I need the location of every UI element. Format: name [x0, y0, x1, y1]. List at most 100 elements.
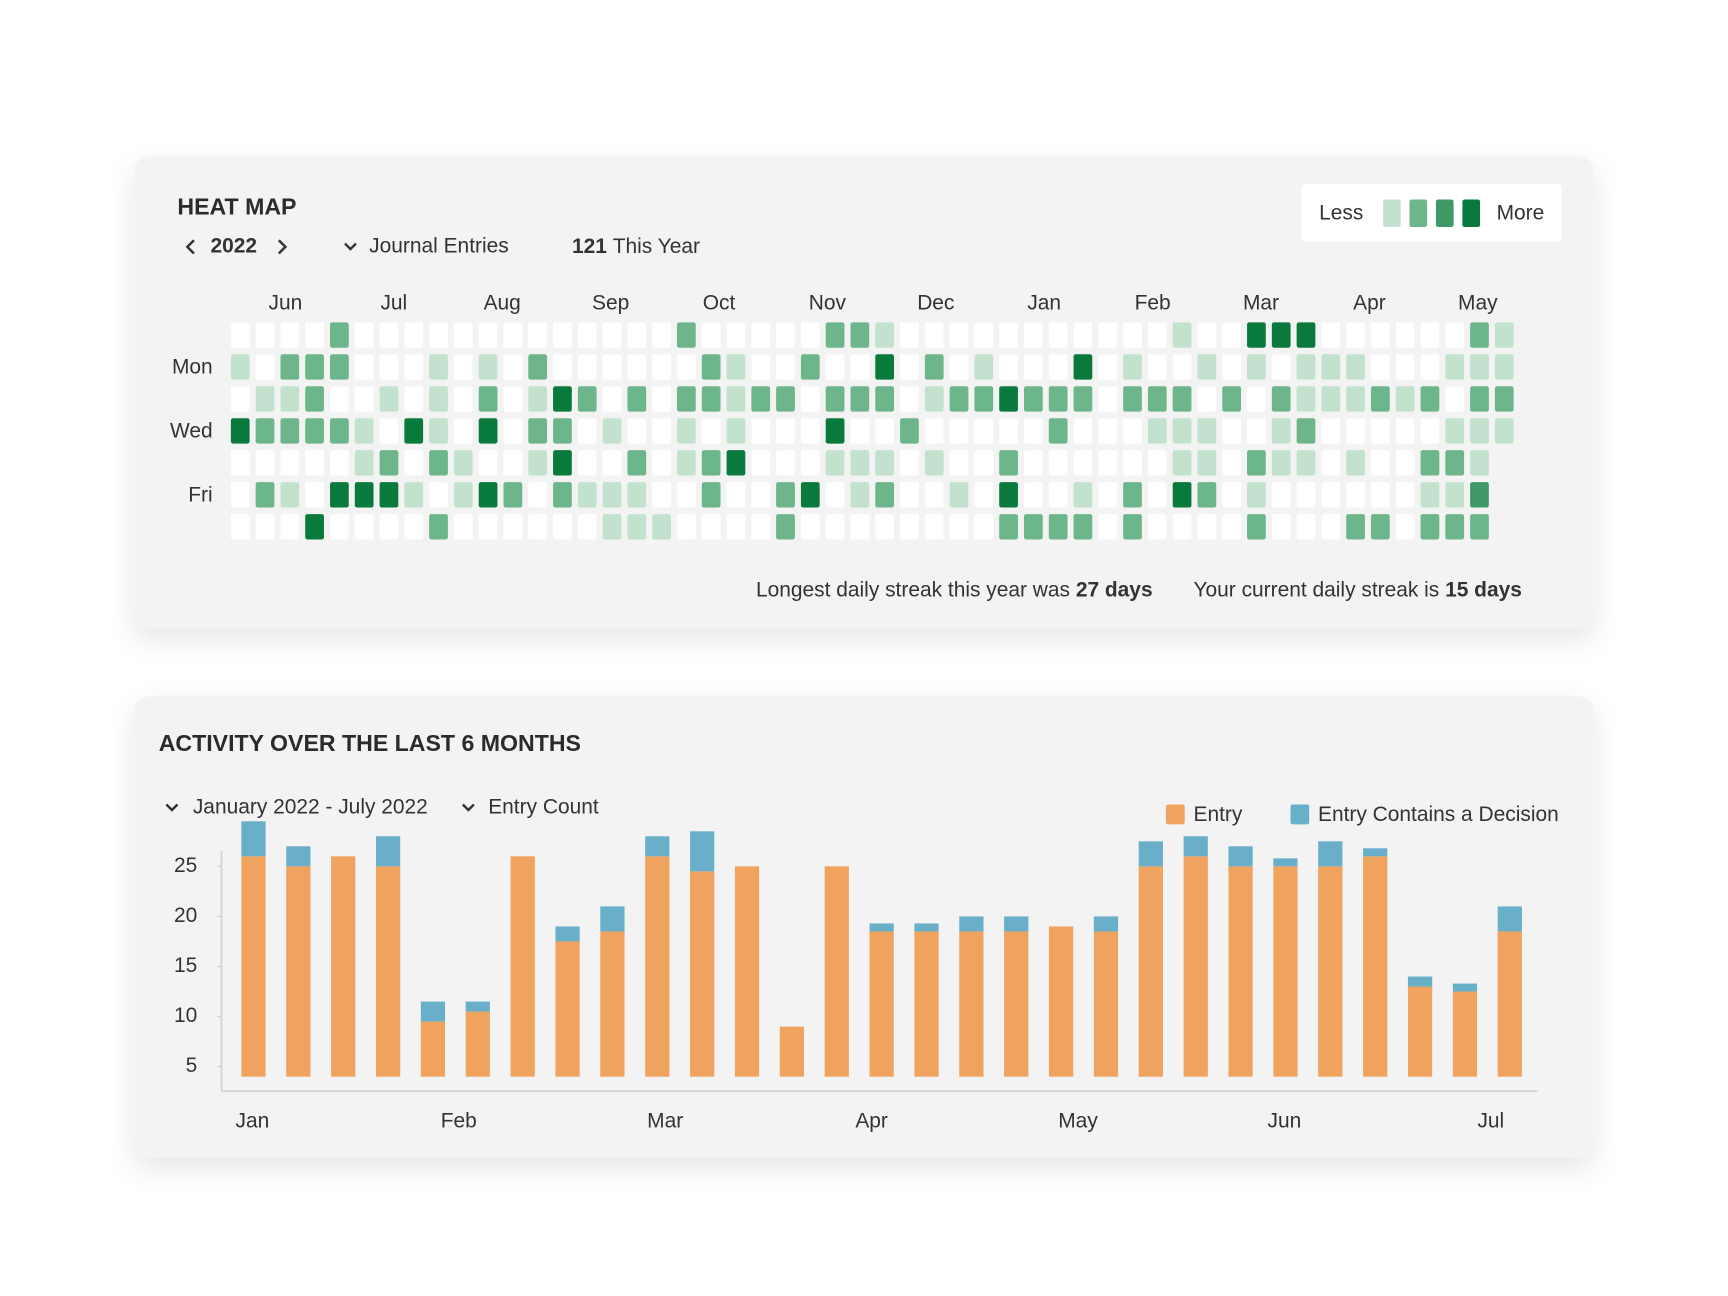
day-cell: [627, 450, 647, 476]
day-cell: [1494, 418, 1514, 444]
day-cell: [429, 514, 448, 540]
day-cell: [1346, 386, 1365, 412]
day-cell: [354, 386, 374, 412]
day-cell: [1470, 450, 1489, 476]
month-label: Jul: [380, 292, 407, 315]
month-label: Aug: [484, 292, 521, 315]
day-cell: [1346, 418, 1365, 444]
day-cell: [1123, 386, 1142, 412]
day-cell: [602, 450, 622, 476]
day-cell: [776, 514, 795, 540]
day-cell: [677, 418, 696, 444]
range-dropdown[interactable]: [165, 803, 179, 812]
bar-segment: [690, 871, 715, 1077]
year: 2022: [210, 234, 257, 257]
bar-segment: [1138, 866, 1163, 1077]
day-cell: [1420, 482, 1440, 508]
day-cell: [1098, 482, 1118, 508]
day-cell: [1123, 322, 1142, 348]
day-cell: [1346, 322, 1365, 348]
day-cell: [305, 482, 324, 508]
day-cell: [280, 482, 300, 508]
day-cell: [1370, 418, 1390, 444]
day-cell: [429, 418, 448, 444]
day-cell: [1420, 386, 1440, 412]
legend-swatch: [1383, 199, 1401, 228]
month-label: Mar: [1243, 292, 1279, 315]
day-cell: [429, 450, 448, 476]
day-cell: [503, 482, 523, 508]
metric-dropdown[interactable]: [461, 803, 475, 812]
day-cell: [776, 386, 795, 412]
day-cell: [602, 354, 622, 380]
day-cell: [751, 482, 771, 508]
day-cell: [1048, 322, 1068, 348]
day-cell: [503, 322, 523, 348]
day-cell: [255, 354, 275, 380]
bar-segment: [824, 866, 849, 1077]
day-cell: [701, 386, 721, 412]
day-cell: [280, 418, 300, 444]
day-cell: [1098, 450, 1118, 476]
day-cell: [800, 450, 820, 476]
day-cell: [800, 354, 820, 380]
day-cell: [379, 386, 399, 412]
card-title: ACTIVITY OVER THE LAST 6 MONTHS: [159, 730, 581, 756]
day-cell: [800, 482, 820, 508]
metric-dropdown[interactable]: [344, 242, 357, 251]
day-cell: [429, 354, 448, 380]
day-cell: [602, 514, 622, 540]
day-cell: [1023, 514, 1043, 540]
day-cell: [800, 322, 820, 348]
month-label: Jun: [269, 292, 303, 315]
day-cell: [330, 514, 349, 540]
date-range[interactable]: January 2022 - July 2022: [193, 795, 428, 818]
day-cell: [1197, 450, 1217, 476]
weekday-label: Wed: [170, 420, 213, 443]
day-cell: [453, 322, 473, 348]
day-cell: [577, 386, 597, 412]
day-cell: [379, 418, 399, 444]
day-cell: [429, 482, 448, 508]
day-cell: [1098, 322, 1118, 348]
day-cell: [354, 482, 374, 508]
day-cell: [627, 482, 647, 508]
bar-segment: [959, 931, 984, 1077]
bar-segment: [1407, 986, 1433, 1077]
day-cell: [528, 514, 548, 540]
next-year[interactable]: [277, 239, 288, 255]
day-cell: [354, 322, 374, 348]
day-cell: [850, 514, 870, 540]
bar-segment: [1497, 931, 1522, 1077]
day-cell: [1023, 322, 1043, 348]
day-cell: [1123, 482, 1142, 508]
bar-segment: [1004, 931, 1029, 1077]
bar-segment: [286, 846, 311, 867]
day-cell: [850, 322, 870, 348]
day-cell: [701, 322, 721, 348]
bar-segment: [1093, 916, 1119, 932]
day-cell: [305, 322, 324, 348]
day-cell: [974, 418, 994, 444]
day-cell: [726, 354, 746, 380]
day-cell: [701, 482, 721, 508]
day-cell: [949, 322, 969, 348]
metric[interactable]: Journal Entries: [369, 234, 509, 257]
day-cell: [1470, 482, 1489, 508]
day-cell: [677, 450, 696, 476]
bar-segment: [1093, 931, 1119, 1077]
bar-segment: [1183, 836, 1208, 857]
metric[interactable]: Entry Count: [488, 795, 599, 818]
day-cell: [1321, 482, 1341, 508]
streak-label: Longest daily streak this year was: [756, 578, 1070, 601]
day-cell: [379, 514, 399, 540]
day-cell: [404, 450, 424, 476]
bar-segment: [331, 856, 356, 1077]
day-cell: [1197, 386, 1217, 412]
prev-year[interactable]: [185, 239, 195, 255]
day-cell: [1370, 450, 1390, 476]
x-tick-label: Mar: [647, 1109, 683, 1132]
day-cell: [330, 418, 349, 444]
day-cell: [1098, 354, 1118, 380]
day-cell: [1172, 418, 1192, 444]
